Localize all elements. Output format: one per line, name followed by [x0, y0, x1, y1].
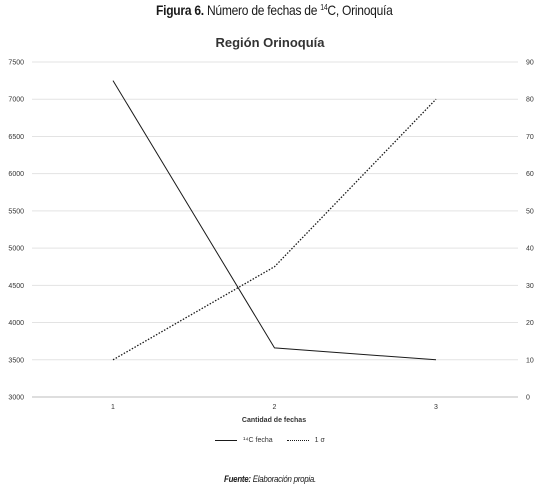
left-tick-label: 5000 — [8, 246, 24, 253]
series-line-fecha — [112, 80, 437, 361]
right-tick-label: 20 — [526, 320, 534, 327]
left-tick-label: 7500 — [8, 60, 24, 67]
x-axis-title: Cantidad de fechas — [242, 417, 306, 424]
legend-label-fecha: ¹⁴C fecha — [243, 437, 273, 444]
right-tick-label: 60 — [526, 171, 534, 178]
right-tick-label: 30 — [526, 283, 534, 290]
left-axis-ticks: 3000 3500 4000 4500 5000 5500 6000 6500 7000 7500 — [8, 60, 24, 402]
source-label: Fuente: — [224, 474, 251, 484]
left-tick-label: 6000 — [8, 171, 24, 178]
left-tick-label: 4500 — [8, 283, 24, 290]
x-tick-label: 3 — [434, 404, 438, 411]
series-lines — [112, 80, 437, 361]
left-tick-label: 3500 — [8, 357, 24, 364]
right-tick-label: 80 — [526, 97, 534, 104]
chart-title: Región Orinoquía — [215, 35, 325, 50]
left-tick-label: 5500 — [8, 208, 24, 215]
series-line-sigma — [112, 98, 437, 361]
gridlines — [32, 61, 518, 398]
legend: ¹⁴C fecha 1 σ — [0, 437, 540, 444]
left-tick-label: 7000 — [8, 97, 24, 104]
legend-item-fecha: ¹⁴C fecha — [215, 437, 273, 444]
right-tick-label: 10 — [526, 357, 534, 364]
x-tick-label: 1 — [111, 404, 115, 411]
legend-swatch-solid — [215, 440, 238, 441]
legend-item-sigma: 1 σ — [286, 437, 325, 444]
figure-title-text: Número de fechas de 14C, Orinoquía — [206, 2, 393, 18]
left-tick-label: 6500 — [8, 134, 24, 141]
right-tick-label: 70 — [526, 134, 534, 141]
left-tick-label: 3000 — [8, 395, 24, 402]
left-tick-label: 4000 — [8, 320, 24, 327]
right-tick-label: 50 — [526, 208, 534, 215]
legend-swatch-dotted — [286, 440, 309, 441]
legend-label-sigma: 1 σ — [314, 437, 325, 444]
source-note: Fuente: Elaboración propia. — [32, 474, 507, 484]
x-axis-ticks: 1 2 3 — [111, 404, 438, 411]
figure-label: Figura 6. — [156, 2, 204, 18]
right-tick-label: 40 — [526, 246, 534, 253]
right-axis-ticks: 0 10 20 30 40 50 60 70 80 90 — [526, 60, 534, 402]
x-tick-label: 2 — [273, 404, 277, 411]
source-text: Elaboración propia. — [252, 474, 316, 484]
right-tick-label: 90 — [526, 60, 534, 67]
figure-title: Figura 6. Número de fechas de 14C, Orino… — [38, 2, 511, 18]
right-tick-label: 0 — [526, 395, 530, 402]
